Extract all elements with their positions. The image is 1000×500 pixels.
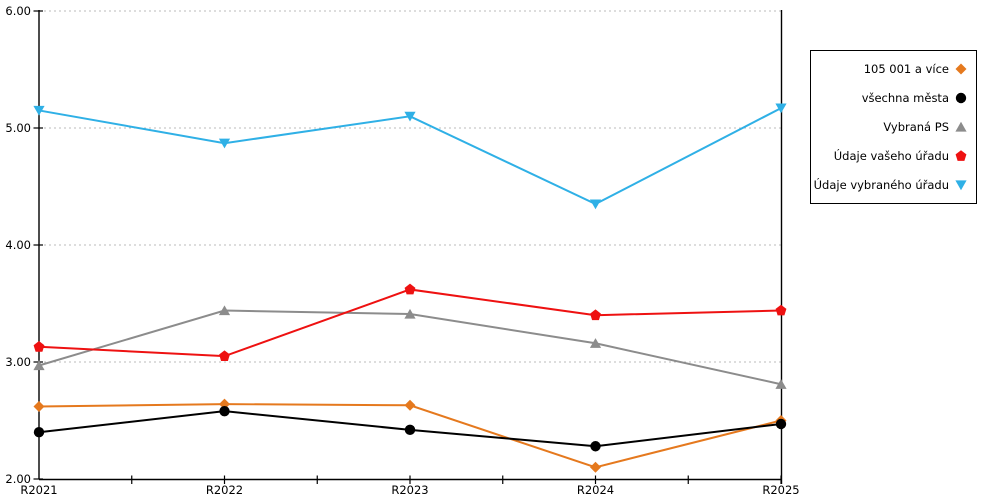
data-point-marker bbox=[33, 360, 45, 371]
legend-item-3: Údaje vašeho úřadu bbox=[811, 142, 976, 171]
x-axis-label: R2024 bbox=[577, 483, 614, 497]
data-point-marker bbox=[590, 461, 601, 473]
legend-item-0: 105 001 a více bbox=[811, 55, 976, 84]
x-axis-label: R2021 bbox=[20, 483, 57, 497]
legend-item-2: Vybraná PS bbox=[811, 113, 976, 142]
series-line bbox=[38, 309, 782, 386]
data-point-marker bbox=[589, 338, 602, 348]
data-point-marker bbox=[404, 424, 416, 436]
legend-item-label: 105 001 a více bbox=[863, 62, 949, 76]
series-line bbox=[38, 403, 782, 469]
x-axis-label: R2025 bbox=[762, 483, 799, 497]
legend-marker-pentagon-icon bbox=[955, 150, 967, 161]
series-line bbox=[38, 107, 782, 206]
series-4 bbox=[33, 103, 787, 210]
legend-item-label: všechna města bbox=[861, 91, 949, 105]
legend-marker-circle-icon bbox=[955, 92, 967, 104]
series-1 bbox=[33, 405, 787, 452]
data-point-marker bbox=[33, 340, 45, 352]
legend-item-label: Údaje vybraného úřadu bbox=[813, 178, 949, 192]
data-point-marker bbox=[219, 405, 230, 417]
legend-item-1: všechna města bbox=[811, 84, 976, 113]
chart-legend: 105 001 a více všechna města Vybraná PS Úda… bbox=[810, 50, 977, 204]
data-point-marker bbox=[219, 350, 230, 362]
data-point-marker bbox=[218, 305, 231, 316]
y-tick-label: 4.00 bbox=[5, 238, 31, 252]
y-tick-label: 3.00 bbox=[5, 355, 31, 369]
data-point-marker bbox=[775, 379, 787, 389]
data-point-marker bbox=[775, 103, 787, 114]
legend-marker-diamond-icon bbox=[955, 63, 967, 75]
data-point-marker bbox=[404, 308, 416, 319]
legend-marker-triangle-down-icon bbox=[955, 180, 967, 191]
data-point-marker bbox=[590, 441, 601, 452]
data-point-marker bbox=[589, 199, 602, 210]
legend-item-label: Údaje vašeho úřadu bbox=[833, 149, 949, 163]
y-tick-label: 2.00 bbox=[5, 472, 31, 486]
series-2 bbox=[33, 305, 787, 389]
data-point-marker bbox=[404, 399, 416, 411]
y-tick-label: 6.00 bbox=[5, 4, 31, 18]
data-point-marker bbox=[775, 418, 787, 430]
data-point-marker bbox=[590, 309, 601, 321]
data-point-marker bbox=[404, 111, 416, 122]
x-axis-label: R2022 bbox=[206, 483, 243, 497]
data-point-marker bbox=[404, 283, 416, 295]
data-point-marker bbox=[775, 304, 787, 316]
data-point-marker bbox=[218, 138, 231, 149]
data-point-marker bbox=[33, 105, 45, 116]
series-0 bbox=[33, 398, 787, 473]
legend-item-4: Údaje vybraného úřadu bbox=[811, 171, 976, 200]
legend-marker-triangle-up-icon bbox=[955, 121, 967, 132]
series-3 bbox=[33, 283, 787, 362]
data-point-marker bbox=[33, 400, 45, 412]
data-point-marker bbox=[33, 427, 45, 438]
x-axis-label: R2023 bbox=[391, 483, 428, 497]
y-tick-label: 5.00 bbox=[5, 121, 31, 135]
series-line bbox=[38, 288, 782, 358]
legend-item-label: Vybraná PS bbox=[883, 120, 949, 134]
